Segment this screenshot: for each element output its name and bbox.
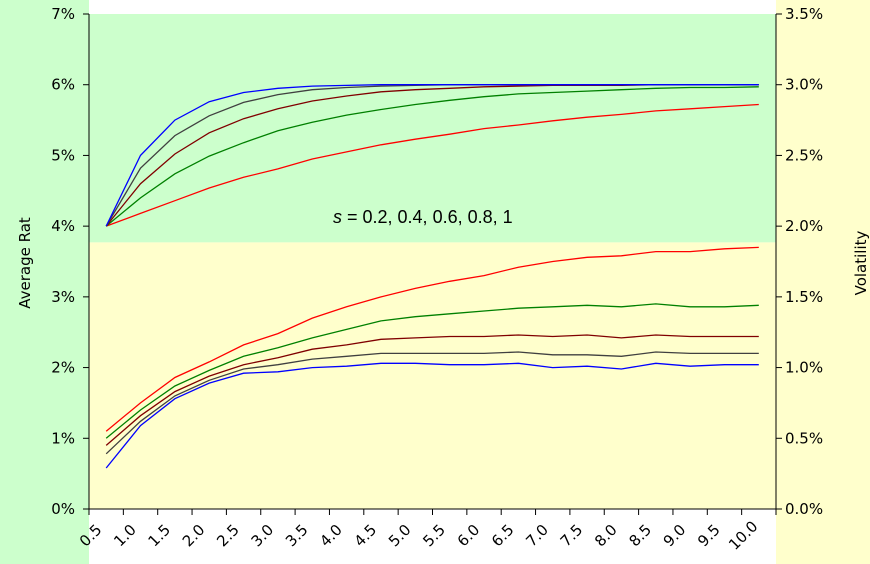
left-tick-label: 1% xyxy=(51,429,75,447)
x-tick-label: 3.0 xyxy=(248,521,278,551)
average-rate-series-line-1 xyxy=(105,103,759,227)
right-margin-background xyxy=(776,0,870,564)
x-tick-label: 4.5 xyxy=(351,521,381,551)
left-tick-label: 4% xyxy=(51,217,75,235)
x-tick-label: 5.5 xyxy=(419,521,449,551)
x-tick-label: 9.0 xyxy=(660,521,690,551)
annotation-rest: = 0.2, 0.4, 0.6, 0.8, 1 xyxy=(342,207,513,227)
x-tick-label: 5.0 xyxy=(385,521,415,551)
x-tick-label: 3.5 xyxy=(282,521,312,551)
left-tick-label: 3% xyxy=(51,288,75,306)
average-rate-series-line-2 xyxy=(105,86,759,227)
volatility-series-line-3 xyxy=(105,334,759,446)
x-tick-label: 2.0 xyxy=(179,521,209,551)
volatility-series-line-2 xyxy=(105,303,759,439)
right-tick-label: 1.5% xyxy=(785,288,823,306)
volatility-series-line-1 xyxy=(105,246,759,432)
left-tick-label: 0% xyxy=(51,500,75,518)
annotation-italic-s: s xyxy=(333,207,342,227)
x-tick-label: 1.5 xyxy=(145,521,175,551)
left-tick-label: 5% xyxy=(51,146,75,164)
x-tick-label: 6.0 xyxy=(454,521,484,551)
x-tick-label: 4.0 xyxy=(316,521,346,551)
x-tick-label: 8.0 xyxy=(591,521,621,551)
x-tick-label: 7.5 xyxy=(557,521,587,551)
right-tick-label: 0.0% xyxy=(785,500,823,518)
left-axis-title: Average Rat xyxy=(16,217,34,309)
x-tick-label: 6.5 xyxy=(488,521,518,551)
right-tick-label: 0.5% xyxy=(785,429,823,447)
right-tick-label: 3.0% xyxy=(785,76,823,94)
volatility-series-line-5 xyxy=(105,362,759,469)
s-values-annotation: s = 0.2, 0.4, 0.6, 0.8, 1 xyxy=(333,207,513,227)
x-tick-label: 2.5 xyxy=(213,521,243,551)
right-tick-label: 2.0% xyxy=(785,217,823,235)
left-tick-label: 7% xyxy=(51,5,75,23)
right-tick-label: 2.5% xyxy=(785,146,823,164)
x-tick-label: 7.0 xyxy=(522,521,552,551)
x-tick-label: 10.0 xyxy=(725,517,761,553)
x-tick-label: 1.0 xyxy=(110,521,140,551)
right-tick-label: 1.0% xyxy=(785,359,823,377)
x-tick-label: 9.5 xyxy=(694,521,724,551)
volatility-series-line-4 xyxy=(105,351,759,455)
plot-bottom-shading xyxy=(89,242,776,509)
right-tick-label: 3.5% xyxy=(785,5,823,23)
left-tick-label: 2% xyxy=(51,359,75,377)
plot-top-shading xyxy=(89,14,776,243)
left-tick-label: 6% xyxy=(51,76,75,94)
series-layer xyxy=(105,84,759,469)
average-rate-series-line-5 xyxy=(105,84,759,227)
x-tick-label: 8.5 xyxy=(625,521,655,551)
right-axis-title: Volatility xyxy=(852,230,870,295)
left-margin-background xyxy=(0,0,89,564)
